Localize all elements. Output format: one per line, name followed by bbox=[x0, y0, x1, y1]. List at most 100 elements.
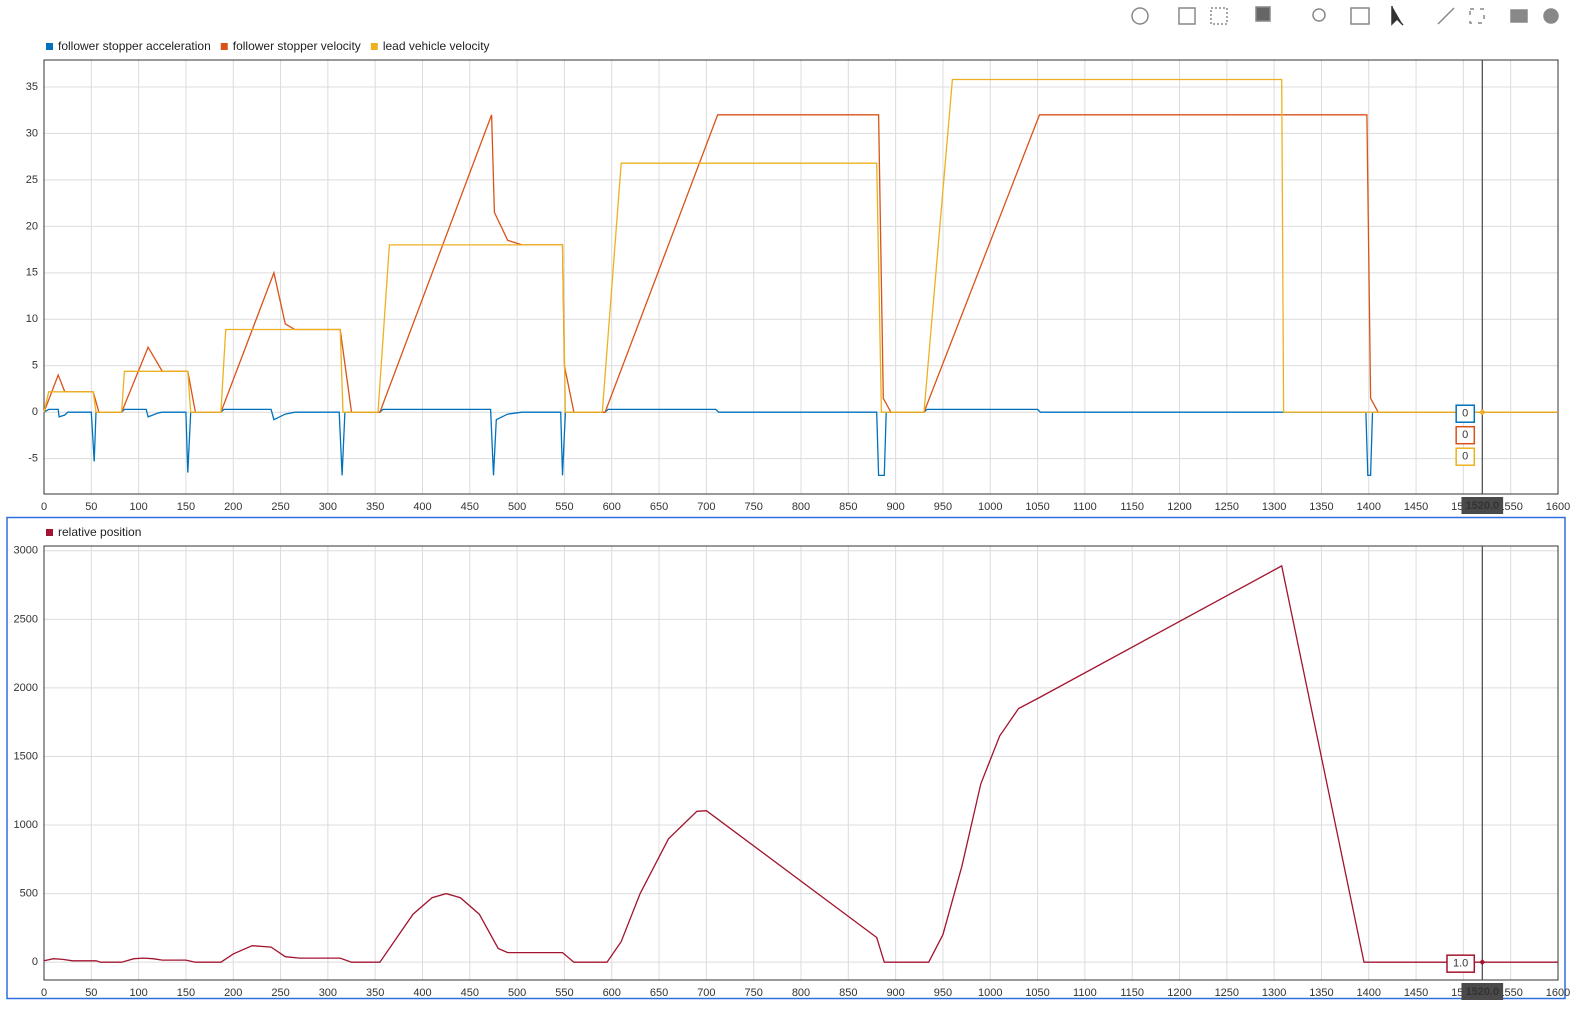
x-tick-label: 450 bbox=[461, 987, 479, 999]
cursor-marker bbox=[1479, 959, 1486, 966]
x-tick-label: 200 bbox=[224, 987, 242, 999]
settings-button[interactable] bbox=[1543, 8, 1559, 24]
x-tick-label: 1150 bbox=[1120, 501, 1144, 513]
x-tick-label: 1300 bbox=[1262, 987, 1286, 999]
x-tick-label: 1250 bbox=[1215, 987, 1239, 999]
x-tick-label: 550 bbox=[555, 987, 573, 999]
x-tick-label: 950 bbox=[934, 987, 952, 999]
x-tick-label: 1100 bbox=[1073, 987, 1097, 999]
legend-swatch bbox=[46, 529, 53, 536]
fullscreen-button[interactable] bbox=[1469, 8, 1485, 24]
x-tick-label: 100 bbox=[129, 987, 147, 999]
x-tick-label: 600 bbox=[603, 987, 621, 999]
legend-swatch bbox=[370, 43, 378, 50]
x-tick-label: 1100 bbox=[1073, 501, 1097, 513]
x-tick-label: 150 bbox=[177, 987, 195, 999]
legend-label: follower stopper acceleration bbox=[58, 39, 211, 53]
x-tick-label: 1350 bbox=[1309, 987, 1333, 999]
x-tick-label: 1150 bbox=[1120, 987, 1144, 999]
x-tick-label: 1600 bbox=[1546, 987, 1570, 999]
x-tick-label: 900 bbox=[886, 501, 904, 513]
x-tick-label: 1550 bbox=[1498, 987, 1522, 999]
cursor-value-box bbox=[1455, 404, 1476, 423]
x-tick-label: 300 bbox=[319, 501, 337, 513]
cursor-value: 0 bbox=[1462, 408, 1468, 420]
y-tick-label: 2500 bbox=[14, 613, 38, 625]
x-tick-label: 1400 bbox=[1357, 501, 1381, 513]
y-tick-label: 0 bbox=[32, 406, 38, 418]
legend-swatch bbox=[220, 43, 228, 50]
y-tick-label: 5 bbox=[32, 360, 38, 372]
x-tick-label: 450 bbox=[461, 501, 479, 513]
y-tick-label: 15 bbox=[26, 267, 38, 279]
x-tick-label: 1400 bbox=[1357, 987, 1381, 999]
x-tick-label: 1300 bbox=[1262, 501, 1286, 513]
legend-swatch bbox=[46, 43, 53, 50]
x-tick-label: 700 bbox=[697, 501, 715, 513]
fit-button[interactable] bbox=[1350, 7, 1370, 25]
x-tick-label: 800 bbox=[792, 987, 810, 999]
y-tick-label: 0 bbox=[32, 956, 38, 968]
x-tick-label: 350 bbox=[366, 501, 384, 513]
x-tick-label: 1250 bbox=[1215, 501, 1239, 513]
y-tick-label: 25 bbox=[26, 174, 38, 186]
y-tick-label: 30 bbox=[26, 127, 38, 139]
x-tick-label: 500 bbox=[508, 501, 526, 513]
layout-button[interactable] bbox=[1178, 7, 1196, 25]
x-tick-label: 700 bbox=[697, 987, 715, 999]
x-tick-label: 1000 bbox=[978, 987, 1002, 999]
x-tick-label: 1200 bbox=[1167, 987, 1191, 999]
y-tick-label: 2000 bbox=[14, 682, 38, 694]
x-tick-label: 600 bbox=[603, 501, 621, 513]
x-tick-label: 300 bbox=[319, 987, 337, 999]
x-tick-label: 1050 bbox=[1025, 501, 1049, 513]
y-tick-label: 1000 bbox=[14, 819, 38, 831]
cursor-value: 0 bbox=[1462, 429, 1468, 441]
x-tick-label: 50 bbox=[85, 501, 97, 513]
x-tick-label: 400 bbox=[413, 501, 431, 513]
play-button[interactable] bbox=[1131, 7, 1149, 25]
x-tick-label: 1450 bbox=[1404, 987, 1428, 999]
grid-button[interactable] bbox=[1210, 7, 1228, 25]
selected-panel bbox=[6, 516, 1566, 1000]
x-tick-label: 1450 bbox=[1404, 501, 1428, 513]
legend-label: relative position bbox=[58, 525, 141, 539]
y-tick-label: 35 bbox=[26, 81, 38, 93]
expand-button[interactable] bbox=[1437, 7, 1455, 25]
x-tick-label: 800 bbox=[792, 501, 810, 513]
cursor-value-box bbox=[1446, 954, 1476, 973]
cursor-label-box bbox=[1461, 497, 1504, 514]
snapshot-button[interactable] bbox=[1510, 9, 1528, 23]
x-tick-label: 1550 bbox=[1498, 501, 1522, 513]
x-tick-label: 1050 bbox=[1025, 987, 1049, 999]
cursor-value: 1.0 bbox=[1453, 958, 1468, 970]
y-tick-label: 500 bbox=[20, 888, 38, 900]
plot-frame bbox=[43, 59, 1559, 495]
x-tick-label: 1350 bbox=[1309, 501, 1333, 513]
x-tick-label: 50 bbox=[85, 987, 97, 999]
x-tick-label: 250 bbox=[271, 987, 289, 999]
cursor-button[interactable] bbox=[1391, 6, 1404, 26]
x-tick-label: 200 bbox=[224, 501, 242, 513]
x-tick-label: 650 bbox=[650, 501, 668, 513]
y-tick-label: 3000 bbox=[14, 545, 38, 557]
legend-label: lead vehicle velocity bbox=[383, 39, 490, 53]
x-tick-label: 250 bbox=[271, 501, 289, 513]
x-tick-label: 650 bbox=[650, 987, 668, 999]
x-tick-label: 1000 bbox=[978, 501, 1002, 513]
x-tick-label: 850 bbox=[839, 987, 857, 999]
x-tick-label: 900 bbox=[886, 987, 904, 999]
x-tick-label: 100 bbox=[129, 501, 147, 513]
zoom-button[interactable] bbox=[1312, 8, 1326, 22]
cursor-value-box bbox=[1455, 447, 1476, 466]
x-tick-label: 150 bbox=[177, 501, 195, 513]
toolbar bbox=[1131, 6, 1559, 26]
cursor-marker bbox=[1479, 409, 1486, 416]
cursor-label: 1520.0 bbox=[1465, 500, 1499, 512]
y-tick-label: 20 bbox=[26, 220, 38, 232]
subplot-button[interactable] bbox=[1255, 6, 1271, 22]
x-tick-label: 750 bbox=[745, 501, 763, 513]
series-line bbox=[43, 564, 1558, 963]
x-tick-label: 0 bbox=[41, 987, 47, 999]
